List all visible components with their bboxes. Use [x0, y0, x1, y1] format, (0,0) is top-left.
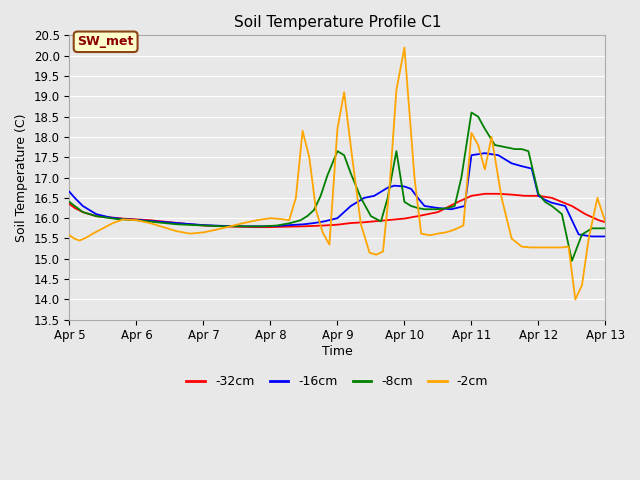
Text: SW_met: SW_met — [77, 36, 134, 48]
Y-axis label: Soil Temperature (C): Soil Temperature (C) — [15, 113, 28, 242]
X-axis label: Time: Time — [322, 345, 353, 358]
Legend: -32cm, -16cm, -8cm, -2cm: -32cm, -16cm, -8cm, -2cm — [182, 370, 493, 393]
Title: Soil Temperature Profile C1: Soil Temperature Profile C1 — [234, 15, 441, 30]
